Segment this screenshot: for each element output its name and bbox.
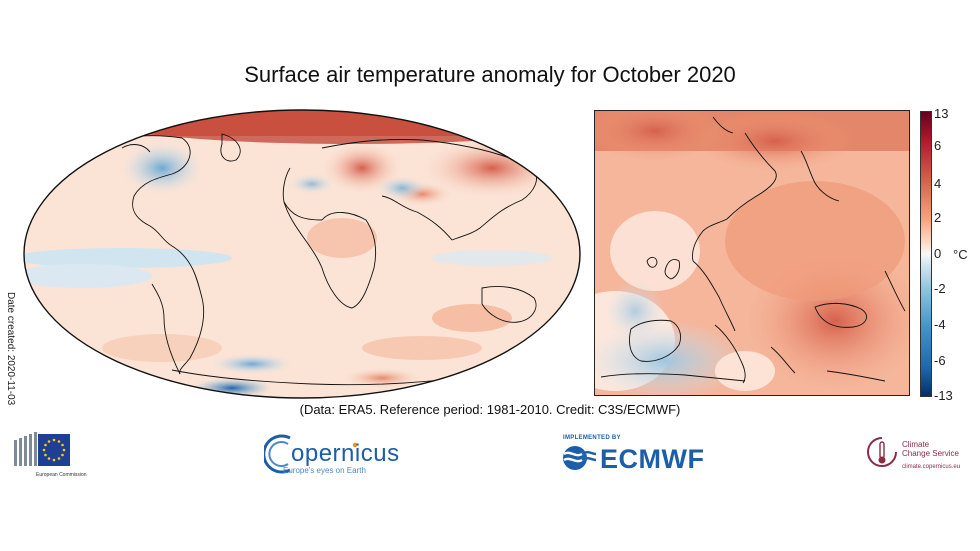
copernicus-tagline: Europe's eyes on Earth xyxy=(283,466,366,475)
c3s-url: climate.copernicus.eu xyxy=(902,464,961,470)
world-anomaly-map xyxy=(23,109,581,399)
copernicus-logo xyxy=(264,434,358,474)
europe-anomaly-map xyxy=(594,110,910,396)
colorbar-tick: 6 xyxy=(934,138,942,153)
copernicus-wordmark: opernicus xyxy=(291,440,400,467)
ecmwf-implemented-by: IMPLEMENTED BY xyxy=(563,435,621,441)
colorbar-tick: -13 xyxy=(934,388,953,403)
colorbar-tick: -4 xyxy=(934,317,946,332)
ecmwf-wave-icon xyxy=(563,446,597,470)
colorbar-tick: -2 xyxy=(934,281,946,296)
colorbar-tick: 0 xyxy=(934,246,942,261)
data-credit: (Data: ERA5. Reference period: 1981-2010… xyxy=(299,402,681,417)
colorbar-unit: °C xyxy=(953,247,968,262)
colorbar-tick: 2 xyxy=(934,210,942,225)
c3s-label-line1: Climate xyxy=(902,440,930,449)
map-title: Surface air temperature anomaly for Octo… xyxy=(244,62,736,87)
european-commission-logo xyxy=(14,432,70,466)
european-commission-label: European Commission xyxy=(36,472,87,478)
colorbar-tick: 4 xyxy=(934,176,942,191)
colorbar-tick: -6 xyxy=(934,353,946,368)
date-created-label: Date created: 2020-11-03 xyxy=(5,292,16,406)
ecmwf-wordmark: ECMWF xyxy=(600,444,705,474)
c3s-label-line2: Change Service xyxy=(902,449,959,458)
thermometer-icon xyxy=(867,437,897,467)
temperature-colorbar xyxy=(920,111,932,397)
c3s-label: Climate Change Service xyxy=(902,440,959,458)
colorbar-tick: 13 xyxy=(934,106,949,121)
